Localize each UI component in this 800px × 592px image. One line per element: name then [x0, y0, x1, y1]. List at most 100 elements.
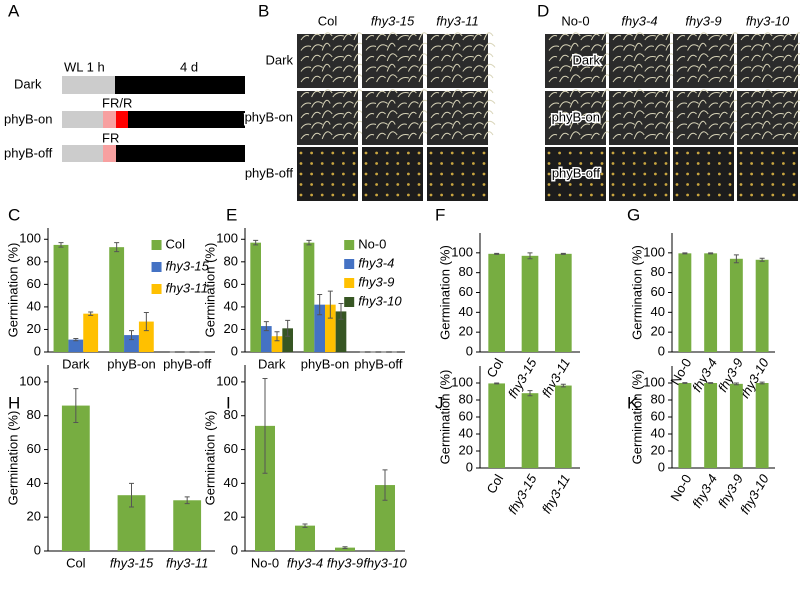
seedling: [772, 134, 784, 140]
seedling: [376, 75, 386, 83]
seedling: [708, 102, 718, 108]
seedling: [590, 54, 600, 62]
seed: [310, 193, 313, 197]
seedling: [569, 110, 581, 119]
seedling: [386, 42, 396, 51]
seedling-photo: [737, 91, 798, 145]
bar: [68, 339, 84, 352]
error-bar: [342, 546, 348, 549]
seedling: [612, 77, 622, 83]
seed: [739, 162, 743, 165]
x-tick-label: fhy3-4: [287, 555, 323, 570]
column-label: Col: [318, 13, 338, 28]
seed: [728, 151, 732, 155]
seed: [611, 172, 615, 176]
seed: [696, 183, 700, 186]
seed: [331, 183, 335, 186]
seedling: [580, 77, 592, 83]
seedling: [300, 92, 310, 98]
seedling: [407, 101, 419, 108]
seedling: [407, 75, 417, 83]
seed: [654, 172, 657, 176]
seedling: [397, 134, 409, 140]
seedling: [365, 134, 375, 140]
seedling: [441, 44, 453, 51]
seedling: [365, 56, 375, 62]
seedling: [740, 134, 750, 140]
seedling: [386, 63, 396, 72]
row-label: phyB-on: [4, 111, 52, 126]
seedling: [300, 113, 310, 119]
seedling: [311, 65, 323, 72]
seedling: [580, 56, 592, 62]
seedling: [633, 99, 643, 108]
seed: [342, 172, 345, 176]
seed: [417, 183, 421, 186]
r-segment: [116, 111, 128, 128]
seedling: [708, 113, 720, 119]
seedling: [697, 74, 709, 83]
seed: [299, 151, 303, 155]
y-tick-label: 80: [27, 253, 41, 268]
legend-swatch: [344, 240, 355, 250]
seedling: [761, 131, 773, 140]
seedling: [590, 44, 602, 51]
seedling: [559, 101, 571, 108]
seedling: [751, 111, 761, 119]
seed: [632, 151, 636, 155]
seed: [396, 172, 400, 176]
seedling: [342, 54, 352, 62]
seedling: [654, 90, 664, 98]
seedling: [654, 101, 666, 108]
seedling: [300, 77, 310, 83]
seedling: [559, 33, 569, 41]
seedling: [740, 45, 752, 51]
y-axis-title: Germination (%): [629, 245, 644, 340]
panel-label: C: [8, 205, 20, 224]
y-tick-label: 0: [231, 343, 238, 358]
wl-segment: [62, 111, 103, 128]
seed: [686, 151, 689, 155]
y-tick-label: 100: [643, 244, 665, 259]
y-tick-label: 20: [224, 321, 238, 336]
panel-label: B: [258, 1, 269, 20]
seed: [750, 162, 753, 165]
seed: [686, 162, 689, 165]
seedling: [761, 32, 773, 41]
seedling: [633, 42, 643, 51]
y-tick-label: 60: [459, 408, 473, 423]
seed: [396, 193, 400, 197]
seed: [482, 151, 486, 155]
error-bar: [302, 523, 308, 528]
y-tick-label: 0: [658, 343, 665, 358]
seed: [375, 183, 378, 186]
seedling: [483, 63, 496, 72]
y-tick-label: 40: [651, 425, 665, 440]
seedling: [483, 110, 494, 119]
seedling: [311, 122, 323, 129]
seedling: [397, 35, 409, 41]
y-tick-label: 40: [224, 298, 238, 313]
error-bar: [58, 242, 64, 248]
seed: [750, 183, 753, 186]
seedling: [451, 110, 463, 119]
seedling: [483, 32, 494, 41]
seedling: [430, 35, 440, 41]
y-tick-label: 0: [466, 459, 473, 474]
seed: [579, 183, 583, 186]
y-tick-label: 60: [651, 408, 665, 423]
seedling: [311, 132, 321, 140]
seed: [461, 183, 465, 186]
seed: [675, 162, 679, 165]
seedling: [782, 90, 792, 98]
seedling-photo: [545, 147, 606, 201]
seedling: [708, 134, 720, 140]
seedling: [569, 99, 579, 108]
seedling: [407, 90, 417, 98]
seedling: [751, 54, 761, 62]
seedling: [751, 65, 763, 72]
y-axis-title: Germination (%): [5, 411, 20, 506]
seedling: [633, 120, 643, 129]
x-tick-label: fhy3-15: [110, 555, 154, 570]
